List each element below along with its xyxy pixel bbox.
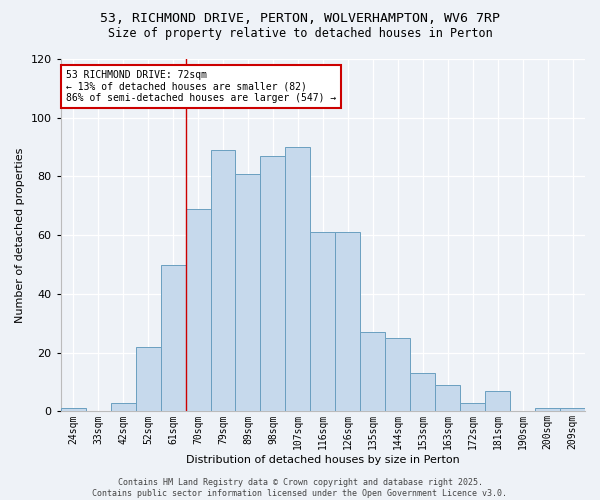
Bar <box>61 408 86 412</box>
Bar <box>310 232 335 412</box>
Text: Size of property relative to detached houses in Perton: Size of property relative to detached ho… <box>107 28 493 40</box>
Bar <box>286 147 310 411</box>
Bar <box>110 402 136 411</box>
Y-axis label: Number of detached properties: Number of detached properties <box>15 148 25 323</box>
Text: 53, RICHMOND DRIVE, PERTON, WOLVERHAMPTON, WV6 7RP: 53, RICHMOND DRIVE, PERTON, WOLVERHAMPTO… <box>100 12 500 26</box>
Text: 53 RICHMOND DRIVE: 72sqm
← 13% of detached houses are smaller (82)
86% of semi-d: 53 RICHMOND DRIVE: 72sqm ← 13% of detach… <box>66 70 336 103</box>
Bar <box>385 338 410 411</box>
Bar <box>211 150 235 411</box>
X-axis label: Distribution of detached houses by size in Perton: Distribution of detached houses by size … <box>186 455 460 465</box>
Text: Contains HM Land Registry data © Crown copyright and database right 2025.
Contai: Contains HM Land Registry data © Crown c… <box>92 478 508 498</box>
Bar <box>260 156 286 411</box>
Bar <box>185 209 211 412</box>
Bar <box>435 385 460 411</box>
Bar <box>136 347 161 412</box>
Bar <box>485 391 510 411</box>
Bar <box>361 332 385 411</box>
Bar <box>335 232 361 412</box>
Bar <box>161 264 185 412</box>
Bar <box>560 408 585 412</box>
Bar <box>535 408 560 412</box>
Bar <box>460 402 485 411</box>
Bar <box>235 174 260 412</box>
Bar <box>410 373 435 412</box>
